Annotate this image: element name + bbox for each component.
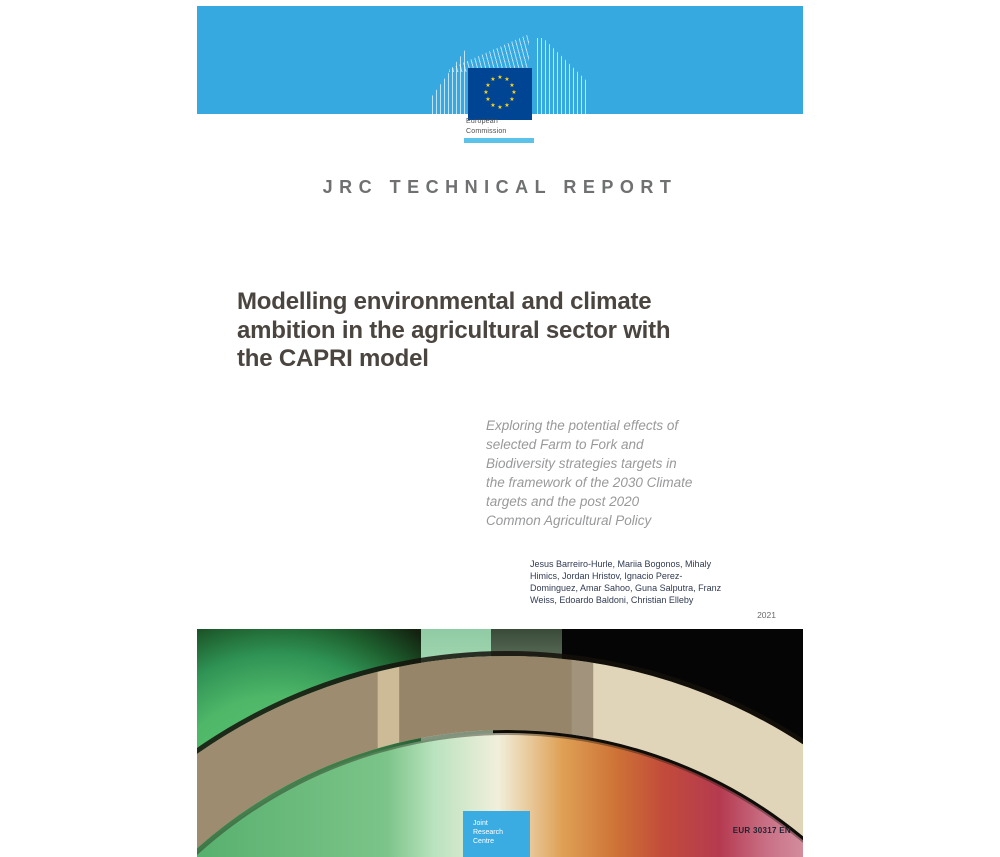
report-subtitle-line: selected Farm to Fork and <box>486 437 644 452</box>
eu-star-icon: ★ <box>509 83 515 89</box>
ec-logo-underline <box>464 138 534 143</box>
report-title-line: Modelling environmental and climate <box>237 288 652 315</box>
eu-flag-icon: ★ ★ ★ ★ ★ ★ ★ ★ ★ ★ ★ ★ <box>468 68 532 120</box>
report-subtitle: Exploring the potential effects of selec… <box>486 416 776 530</box>
authors-line: Jesus Barreiro-Hurle, Mariia Bogonos, Mi… <box>530 559 712 569</box>
authors-line: Weiss, Edoardo Baldoni, Christian Elleby <box>530 595 694 605</box>
banner: ★ ★ ★ ★ ★ ★ ★ ★ ★ ★ ★ ★ <box>197 6 803 120</box>
report-subtitle-line: the framework of the 2030 Climate <box>486 475 693 490</box>
ec-building-graphic-left-icon <box>432 50 465 114</box>
report-subtitle-line: Exploring the potential effects of <box>486 418 679 433</box>
authors-line: Himics, Jordan Hristov, Ignacio Perez- <box>530 571 683 581</box>
eu-star-icon: ★ <box>509 97 515 103</box>
ec-building-graphic-right-icon <box>537 38 589 120</box>
eu-star-icon: ★ <box>497 105 503 111</box>
jrc-logo-line2: Research <box>473 829 503 836</box>
report-title-line: the CAPRI model <box>237 345 429 372</box>
european-commission-wordmark: European Commission <box>466 117 507 137</box>
jrc-logo-line3: Centre <box>473 838 495 845</box>
report-subtitle-line: targets and the post 2020 <box>486 494 640 509</box>
report-title-line: ambition in the agricultural sector with <box>237 316 671 344</box>
ec-wordmark-line1: European <box>466 118 498 125</box>
ec-building-graphic-top-icon <box>449 34 529 72</box>
report-subtitle-line: Biodiversity strategies targets in <box>486 456 677 471</box>
eu-star-icon: ★ <box>497 75 503 81</box>
jrc-logo: Joint Research Centre <box>463 811 530 857</box>
report-subtitle-line: Common Agricultural Policy <box>486 513 652 528</box>
authors: Jesus Barreiro-Hurle, Mariia Bogonos, Mi… <box>530 558 780 606</box>
report-title: Modelling environmental and climate ambi… <box>237 288 737 374</box>
eu-star-icon: ★ <box>485 83 491 89</box>
jrc-logo-line1: Joint <box>473 820 488 827</box>
cover-photo: Joint Research Centre EUR 30317 EN <box>197 629 803 857</box>
report-type-heading: JRC TECHNICAL REPORT <box>322 177 678 197</box>
eu-star-icon: ★ <box>490 77 496 83</box>
photo-metal-ring-apex-shade <box>399 656 594 807</box>
authors-line: Dominguez, Amar Sahoo, Guna Salputra, Fr… <box>530 583 722 593</box>
ec-wordmark-line2: Commission <box>466 128 507 135</box>
report-number: EUR 30317 EN <box>732 826 791 835</box>
eu-star-icon: ★ <box>490 103 496 109</box>
eu-star-icon: ★ <box>511 90 517 96</box>
eu-star-icon: ★ <box>504 103 510 109</box>
eu-star-icon: ★ <box>485 97 491 103</box>
eu-star-icon: ★ <box>504 77 510 83</box>
publication-year: 2021 <box>757 610 776 620</box>
eu-star-icon: ★ <box>483 90 489 96</box>
